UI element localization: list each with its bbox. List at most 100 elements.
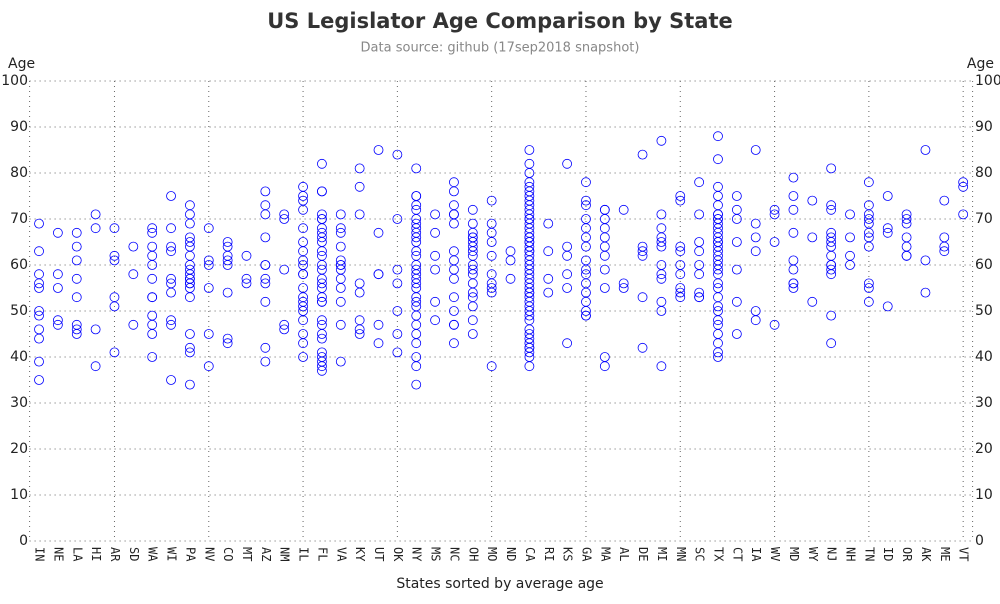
point (392, 149, 403, 160)
point (449, 273, 459, 284)
point (147, 319, 158, 330)
point (656, 241, 667, 252)
point (637, 149, 648, 160)
point (411, 352, 422, 362)
point (656, 209, 667, 220)
point (317, 158, 327, 169)
point (298, 352, 308, 362)
point (71, 324, 82, 335)
point (185, 200, 195, 211)
point (71, 292, 82, 303)
point (788, 227, 799, 238)
point (958, 177, 969, 188)
point (71, 329, 82, 339)
point (185, 250, 195, 261)
point (354, 287, 365, 298)
point (731, 214, 742, 224)
point (203, 361, 214, 372)
point (675, 191, 686, 201)
point (562, 241, 573, 252)
point (260, 232, 271, 243)
point (845, 209, 855, 220)
point (260, 273, 271, 284)
point (713, 347, 723, 358)
x-tick-label: WI (165, 547, 179, 561)
point (788, 255, 799, 266)
point (599, 361, 610, 372)
x-tick-label: AZ (259, 547, 273, 561)
point (524, 347, 535, 358)
x-tick-label: NV (202, 547, 216, 561)
point (298, 301, 308, 312)
x-tick-label: MO (485, 547, 499, 561)
point (713, 200, 723, 211)
point (411, 191, 422, 201)
point (203, 260, 214, 270)
point (392, 306, 403, 316)
y-tick-label: 70 (10, 211, 28, 227)
point (203, 329, 214, 339)
point (373, 269, 384, 280)
y2-tick-label: 20 (975, 441, 993, 457)
point (845, 232, 855, 243)
point (260, 356, 271, 367)
point (34, 333, 44, 344)
point (826, 200, 837, 211)
point (279, 214, 290, 224)
point (185, 209, 195, 220)
point (260, 260, 271, 270)
point (637, 342, 648, 353)
y-tick-label: 0 (19, 533, 28, 549)
point (449, 186, 459, 197)
point (109, 301, 120, 312)
x-tick-label: CA (523, 547, 537, 562)
point (581, 306, 591, 316)
y2-tick-label: 60 (975, 257, 993, 273)
point (279, 264, 290, 275)
point (581, 241, 591, 252)
point (411, 310, 422, 321)
point (222, 255, 233, 266)
point (449, 200, 459, 211)
x-tick-label: MN (674, 547, 688, 561)
point (618, 278, 629, 289)
point (524, 145, 535, 155)
point (920, 255, 931, 266)
point (486, 237, 497, 247)
point (354, 209, 365, 220)
point (260, 200, 271, 211)
point (166, 241, 176, 252)
point (279, 324, 290, 335)
point (863, 241, 874, 252)
point (731, 204, 742, 215)
point (449, 292, 459, 303)
point (354, 163, 365, 174)
point (826, 237, 837, 247)
point (863, 227, 874, 238)
point (467, 315, 478, 326)
point (599, 232, 610, 243)
point (675, 269, 686, 280)
point (750, 218, 761, 229)
point (581, 214, 591, 224)
point (335, 273, 346, 284)
point (392, 264, 403, 275)
x-tick-label: WY (806, 547, 820, 562)
point (298, 191, 308, 201)
y-tick-label: 20 (10, 441, 28, 457)
point (34, 375, 44, 385)
point (430, 315, 440, 326)
point (826, 204, 837, 215)
point (34, 356, 44, 367)
point (562, 269, 573, 280)
y-tick-label: 10 (10, 487, 28, 503)
point (467, 218, 478, 229)
point (486, 227, 497, 238)
point (298, 329, 308, 339)
point (581, 232, 591, 243)
y-tick-label: 90 (10, 119, 28, 135)
point (128, 269, 139, 280)
point (317, 296, 327, 307)
x-tick-label: NY (410, 547, 424, 562)
point (166, 223, 176, 234)
